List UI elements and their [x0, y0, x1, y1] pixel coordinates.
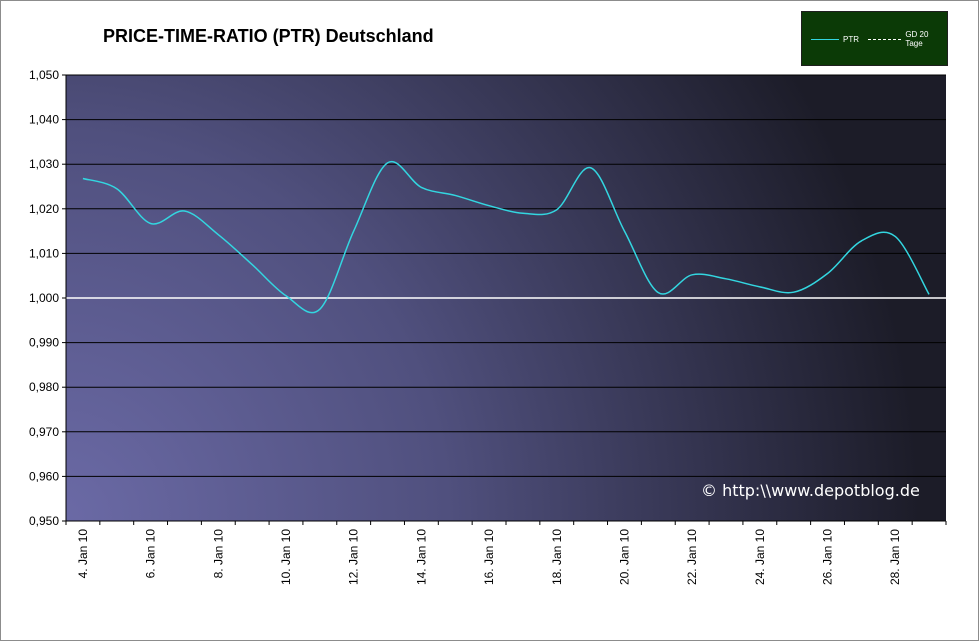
x-tick-label: 10. Jan 10: [279, 529, 293, 585]
y-tick-label: 1,050: [29, 68, 59, 82]
y-tick-label: 1,040: [29, 113, 59, 127]
legend-item-ptr: PTR: [811, 33, 859, 45]
x-tick-label: 26. Jan 10: [821, 529, 835, 585]
x-tick-label: 4. Jan 10: [76, 529, 90, 579]
x-tick-label: 6. Jan 10: [144, 529, 158, 579]
x-tick-label: 22. Jan 10: [685, 529, 699, 585]
legend-swatch-gd20: [868, 38, 902, 40]
y-tick-label: 0,980: [29, 380, 59, 394]
y-tick-label: 1,020: [29, 202, 59, 216]
y-tick-label: 1,010: [29, 246, 59, 260]
y-tick-label: 0,990: [29, 336, 59, 350]
chart-legend: PTR GD 20 Tage: [801, 11, 948, 66]
legend-label-gd20: GD 20 Tage: [905, 30, 929, 48]
x-tick-label: 28. Jan 10: [888, 529, 902, 585]
x-tick-label: 20. Jan 10: [617, 529, 631, 585]
x-tick-label: 18. Jan 10: [550, 529, 564, 585]
y-tick-label: 1,000: [29, 291, 59, 305]
y-tick-label: 1,030: [29, 157, 59, 171]
series-line-ptr: [82, 160, 930, 314]
legend-label-ptr: PTR: [843, 34, 859, 44]
x-tick-label: 14. Jan 10: [414, 529, 428, 585]
x-tick-label: 24. Jan 10: [753, 529, 767, 585]
x-tick-label: 12. Jan 10: [347, 529, 361, 585]
y-tick-label: 0,960: [29, 469, 59, 483]
y-tick-label: 0,950: [29, 514, 59, 528]
legend-swatch-ptr: [811, 38, 839, 40]
x-tick-label: 8. Jan 10: [211, 529, 225, 579]
chart-title: PRICE-TIME-RATIO (PTR) Deutschland: [103, 26, 434, 46]
legend-item-gd20: GD 20 Tage: [868, 30, 947, 48]
x-tick-label: 16. Jan 10: [482, 529, 496, 585]
watermark-text: © http:\\www.depotblog.de: [701, 481, 920, 500]
y-tick-label: 0,970: [29, 425, 59, 439]
